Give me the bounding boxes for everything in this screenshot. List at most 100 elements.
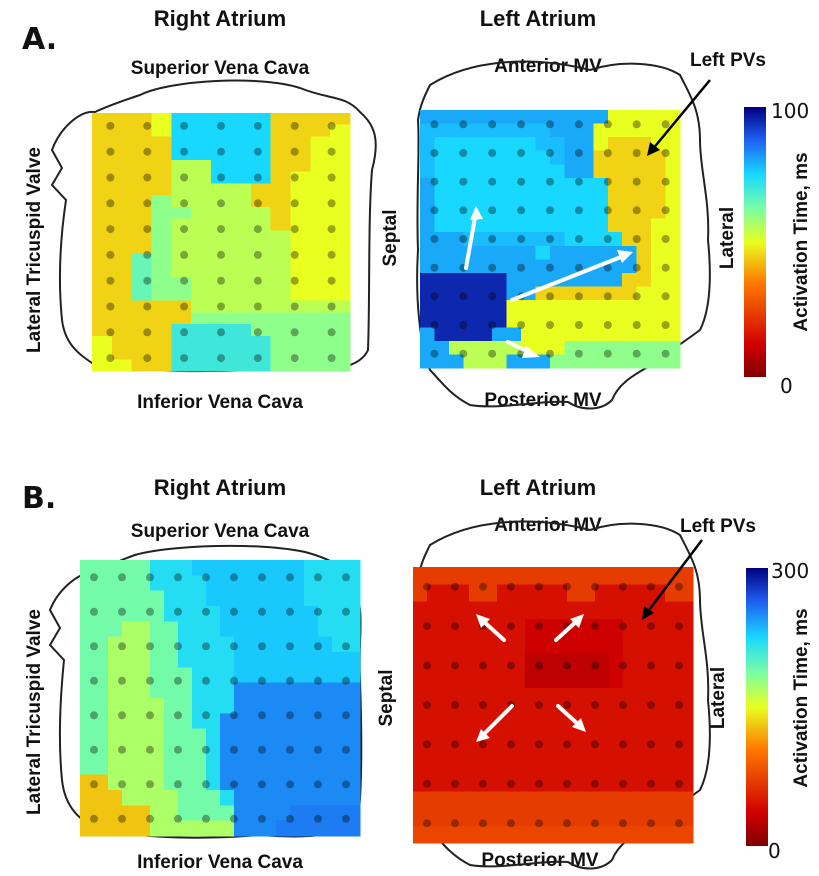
panel-b-la-cell (539, 808, 554, 827)
panel-b-ra-cell (304, 652, 319, 668)
panel-a-ra-cell (92, 206, 113, 220)
panel-b-la-cell (413, 808, 428, 827)
panel-b-la-electrode-dot (591, 740, 599, 749)
panel-a-la-cell (550, 354, 566, 369)
panel-a-ra-cell (111, 159, 133, 173)
panel-b-la-cell (609, 722, 624, 741)
panel-a-ra-electrode-dot (253, 276, 262, 285)
panel-b-la-right-label: Lateral (708, 667, 729, 729)
panel-a-la-cell (636, 313, 652, 328)
panel-a-colorbar-title: Activation Time, ms (791, 152, 812, 331)
panel-b-la-cell (539, 653, 554, 672)
panel-a-la-cell (477, 123, 493, 138)
panel-a-la-cell (448, 232, 464, 247)
panel-b-la-electrode-dot (507, 582, 515, 591)
panel-b-la-cell (567, 670, 582, 689)
panel-b-ra-cell (248, 621, 263, 638)
panel-b-ra-cell (80, 698, 95, 714)
panel-a-ra-cell (111, 265, 133, 278)
panel-b-ra-cell (94, 713, 109, 730)
panel-b-la-cell (539, 618, 554, 637)
panel-b-ra-cell (346, 744, 361, 760)
panel-a-la-cell (665, 327, 681, 342)
panel-b-la-cell (497, 774, 512, 792)
panel-b-ra-cell (262, 759, 277, 776)
panel-b-la-cell (525, 636, 540, 654)
panel-b-ra-cell (150, 606, 165, 622)
panel-b-ra-cell (318, 713, 333, 730)
panel-b-ra-cell (136, 652, 151, 668)
panel-a-la-cell (506, 191, 522, 206)
panel-b-la-cell (581, 601, 596, 620)
panel-a-ra-cell (230, 253, 252, 267)
panel-b-ra-electrode-dot (286, 607, 294, 616)
panel-b-ra-cell (108, 820, 123, 837)
panel-a-la-cell (477, 191, 493, 206)
panel-b-la-cell (637, 653, 652, 672)
panel-b-la-electrode-dot (451, 582, 459, 591)
panel-b-ra-cell (332, 728, 347, 745)
panel-b-pv-label: Left PVs (680, 516, 756, 537)
panel-a-la-electrode-dot (603, 321, 612, 329)
panel-a-ra-cell (111, 288, 133, 302)
panel-a-ra-cell (290, 288, 311, 302)
panel-a-ra-cell (211, 195, 232, 208)
panel-a-ra-cell (290, 148, 311, 161)
panel-b-ra-cell (262, 560, 277, 576)
panel-b-ra-cell (220, 590, 235, 607)
panel-a-ra-cell (211, 312, 232, 325)
panel-b-la-cell (595, 618, 610, 637)
panel-b-ra-cell (318, 698, 333, 714)
panel-a-la-cell (420, 150, 436, 165)
panel-a-la-cell (651, 340, 667, 356)
panel-a-pv-pointer (651, 79, 711, 151)
panel-b-la-cell (651, 567, 666, 585)
panel-a-ra-cell (310, 113, 331, 126)
panel-a-la-electrode-dot (603, 292, 612, 301)
panel-a-la-cell (665, 245, 681, 260)
panel-b-ra-cell (178, 682, 193, 699)
panel-a-ra-cell (270, 195, 292, 208)
panel-b-la-cell (441, 687, 456, 706)
panel-b-la-cell (427, 808, 442, 827)
panel-b-ra-cell (290, 667, 305, 684)
panel-b-ra-title: Right Atrium (154, 475, 286, 500)
panel-a-la-electrode-dot (430, 321, 439, 329)
panel-a-la-cell (463, 110, 479, 125)
panel-a-la-cell (578, 123, 594, 138)
panel-b-ra-cell (346, 621, 361, 638)
panel-a-ra-cell (310, 195, 331, 208)
panel-a-la-cell (434, 272, 450, 288)
panel-a-ra-cell (310, 159, 331, 173)
panel-b-la-cell (595, 687, 610, 706)
panel-a-la-cell (521, 177, 537, 193)
panel-b-la-electrode-dot (563, 582, 571, 591)
panel-a-la-cell (550, 191, 566, 206)
panel-a-ra-cell (290, 195, 311, 208)
panel-a-la-cell (448, 327, 464, 342)
panel-b-ra-electrode-dot (342, 642, 350, 651)
panel-a-ra-electrode-dot (290, 147, 299, 156)
panel-b-ra-cell (276, 805, 291, 822)
panel-b-la-cell (525, 618, 540, 637)
panel-a-la-cell (448, 272, 464, 288)
panel-a-ra-electrode-dot (180, 276, 189, 285)
panel-a-la-cell (593, 205, 609, 220)
panel-a-ra-cell (211, 265, 232, 278)
panel-a-la-cell (622, 137, 638, 152)
panel-a-ra-electrode-dot (143, 225, 152, 234)
panel-a-la-cell (636, 123, 652, 138)
panel-a-la-cell (564, 327, 580, 342)
panel-b-la-cell (539, 705, 554, 723)
panel-b-la-cell (581, 825, 596, 844)
panel-a-la-electrode-dot (430, 349, 439, 358)
panel-b-ra-cell (150, 682, 165, 699)
panel-a-ra-cell (92, 277, 113, 290)
panel-a-la-cell (665, 218, 681, 233)
panel-a-ra-electrode-dot (143, 328, 152, 337)
panel-b-la-cell (441, 808, 456, 827)
panel-b-la-cell (665, 653, 680, 672)
panel-b-pv-pointer (645, 539, 703, 615)
panel-b-la-cell (651, 722, 666, 741)
panel-a-la-electrode-dot (488, 292, 497, 301)
